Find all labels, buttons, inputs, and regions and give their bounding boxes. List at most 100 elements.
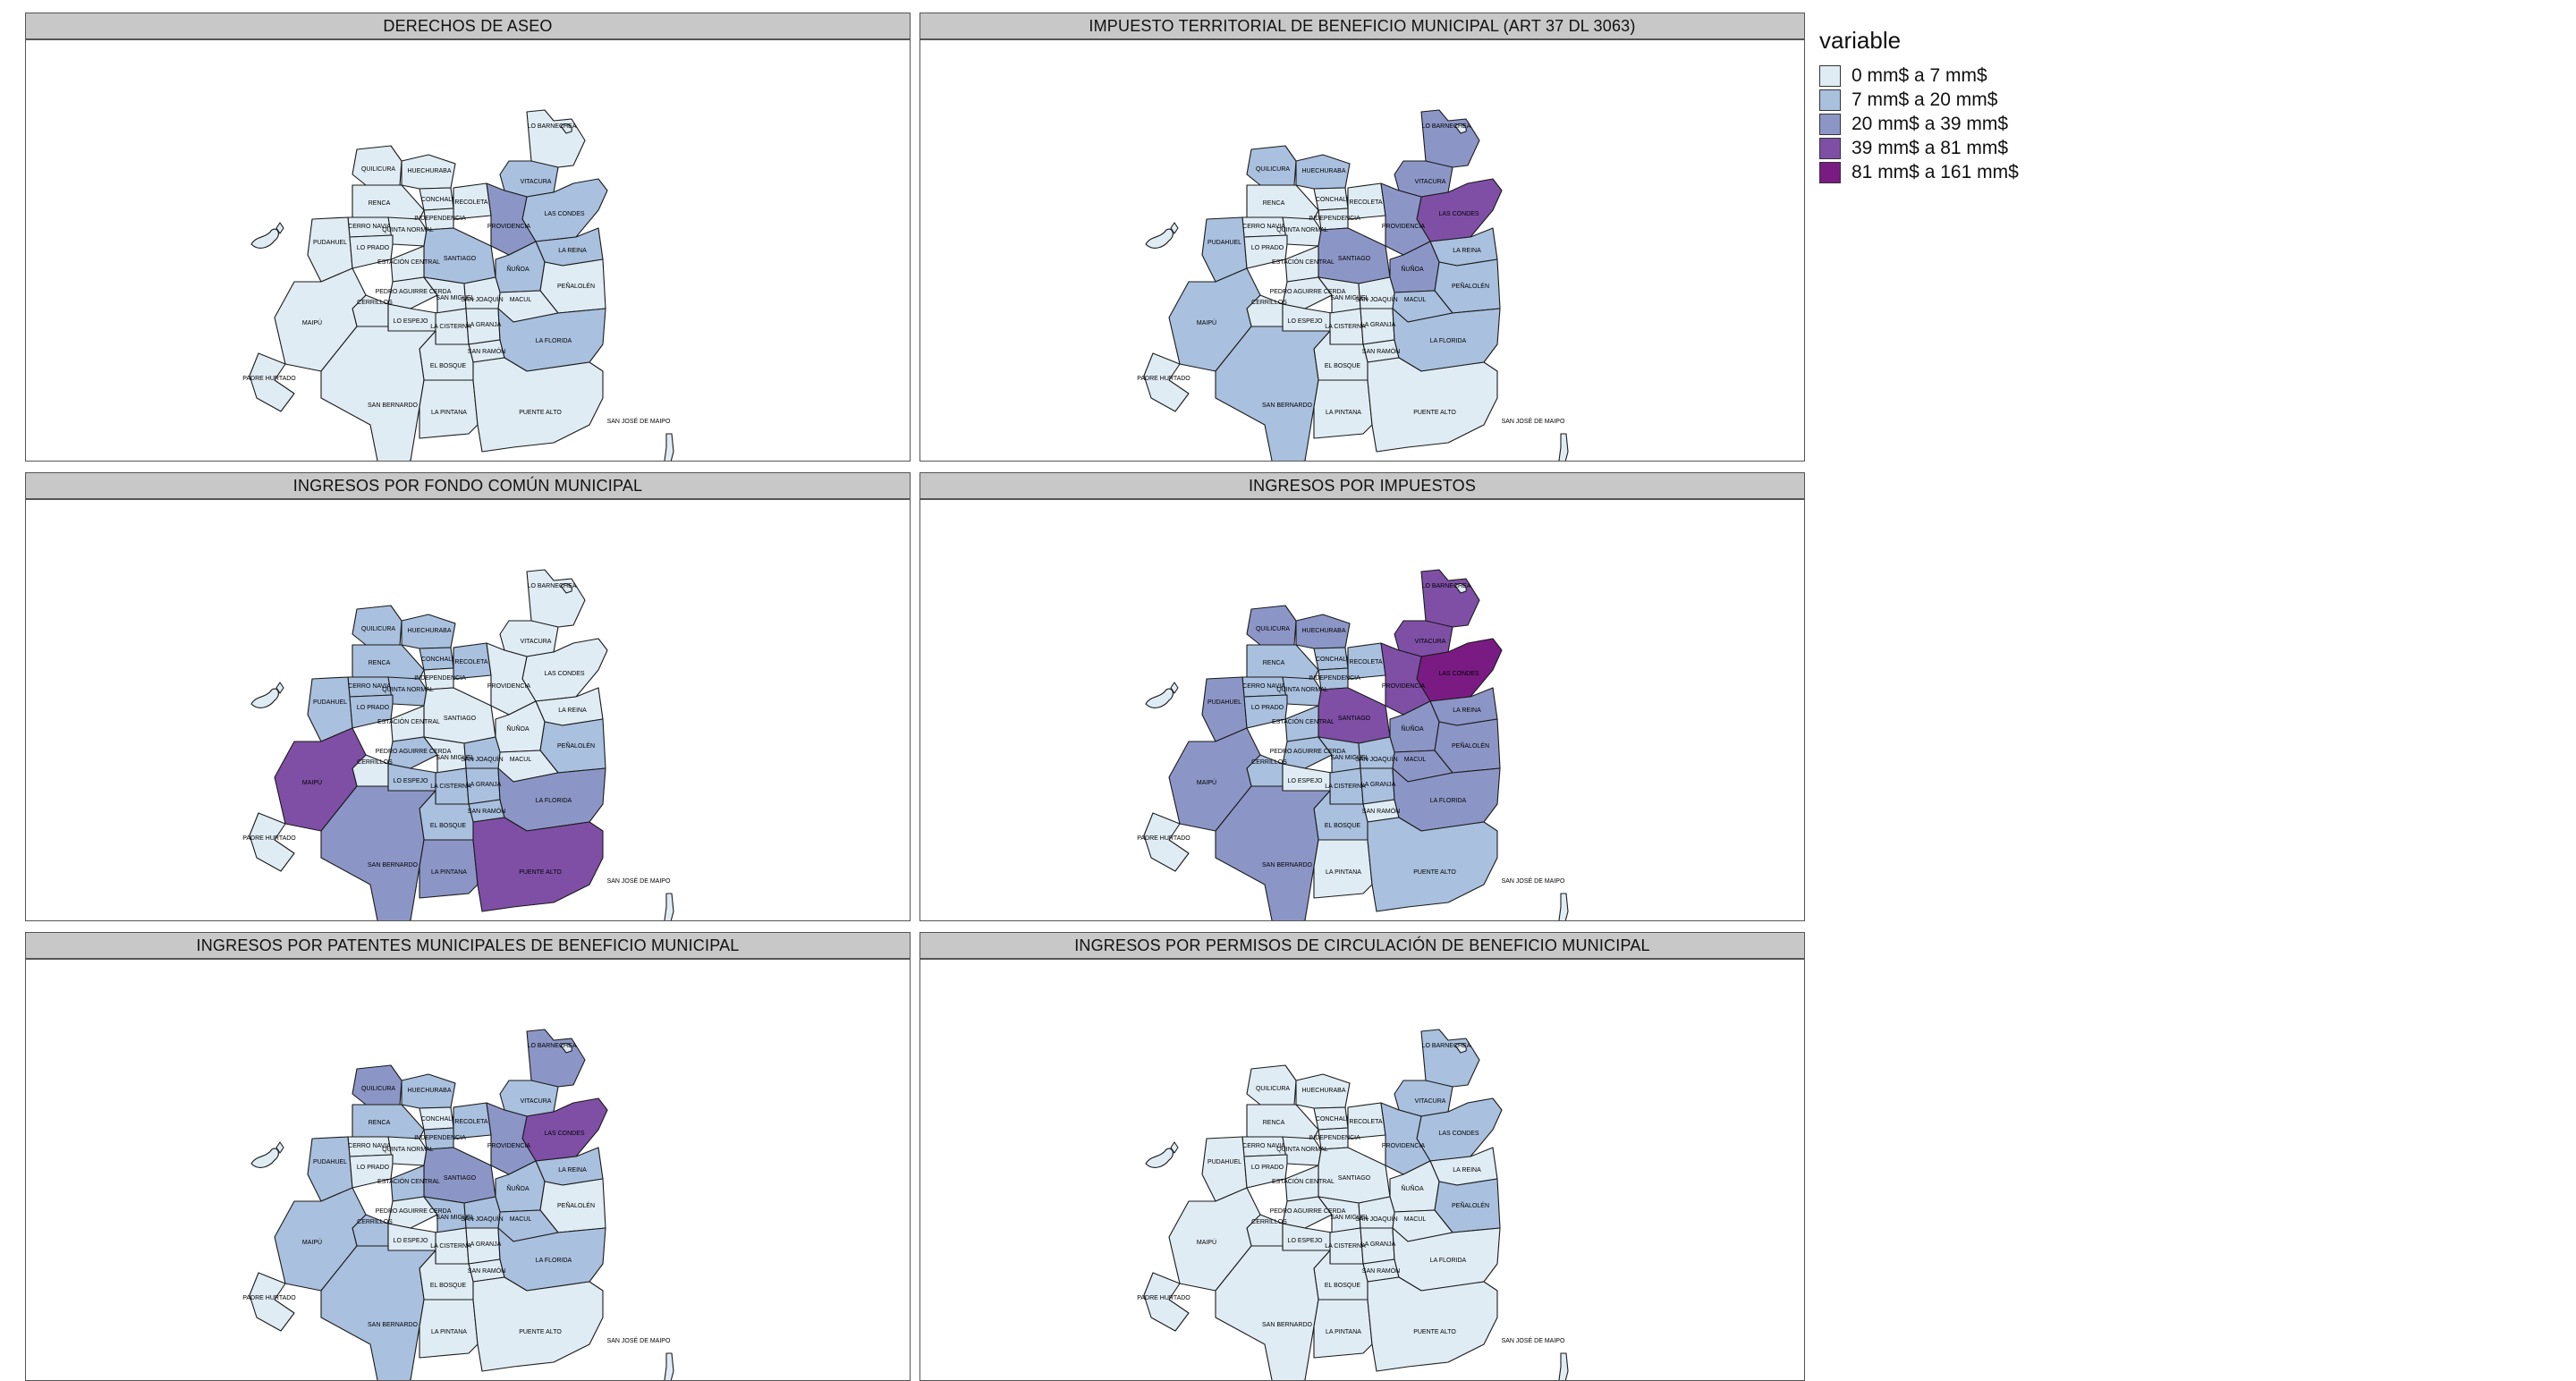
commune-label-san-miguel: SAN MIGUEL (1330, 1215, 1368, 1221)
commune-san-joaquin (1358, 1196, 1395, 1229)
commune-lo-barnechea (1420, 569, 1480, 628)
commune-label-san-ramon: SAN RAMÓN (468, 1267, 505, 1275)
commune-label-lo-barnechea: LO BARNECHEA (1422, 1043, 1471, 1049)
commune-label-san-bernardo: SAN BERNARDO (368, 1322, 419, 1328)
map-outline-fragment (1145, 228, 1174, 249)
commune-label-conchali: CONCHALÍ (1316, 655, 1348, 663)
commune-label-independencia: INDEPENDENCIA (1309, 216, 1360, 222)
commune-quilicura (1246, 605, 1297, 646)
commune-label-san-ramon: SAN RAMÓN (1362, 1267, 1400, 1275)
commune-label-la-pintana: LA PINTANA (1326, 410, 1361, 416)
commune-label-providencia: PROVIDENCIA (487, 683, 531, 690)
legend-label: 7 mm$ a 20 mm$ (1852, 89, 1998, 110)
commune-label-la-granja: LA GRANJA (1361, 1241, 1396, 1248)
commune-renca (352, 644, 425, 680)
legend-swatch (1819, 113, 1841, 135)
map-outline-fragment (560, 1043, 572, 1054)
commune-label-lo-espejo: LO ESPEJO (394, 1238, 428, 1244)
commune-label-pedro-aguirre-cerda: PEDRO AGUIRRE CERDA (1270, 749, 1346, 755)
commune-label-pedro-aguirre-cerda: PEDRO AGUIRRE CERDA (1270, 1208, 1346, 1215)
commune-label-penalolen: PEÑALOLÉN (557, 741, 595, 750)
commune-padre-hurtado (249, 352, 295, 412)
commune-lo-prado (1243, 234, 1288, 269)
commune-la-florida (497, 767, 606, 832)
commune-pedro-aguirre-cerda (1282, 1196, 1333, 1229)
commune-label-la-granja: LA GRANJA (467, 782, 502, 788)
commune-label-estacion-central: ESTACIÓN CENTRAL (377, 717, 440, 725)
commune-pedro-aguirre-cerda (387, 736, 438, 769)
commune-label-providencia: PROVIDENCIA (487, 1143, 531, 1149)
panel-title: IMPUESTO TERRITORIAL DE BENEFICIO MUNICI… (919, 13, 1805, 39)
commune-label-estacion-central: ESTACIÓN CENTRAL (1272, 258, 1335, 266)
commune-label-vitacura: VITACURA (521, 1098, 552, 1105)
commune-label-san-bernardo: SAN BERNARDO (1262, 1322, 1313, 1328)
commune-label-el-bosque: EL BOSQUE (1325, 363, 1361, 369)
commune-label-pedro-aguirre-cerda: PEDRO AGUIRRE CERDA (376, 749, 452, 755)
commune-lo-prado (349, 234, 394, 269)
commune-label-san-miguel: SAN MIGUEL (436, 295, 474, 301)
commune-label-padre-hurtado: PADRE HURTADO (1137, 376, 1191, 382)
commune-puente-alto (1367, 357, 1498, 453)
map-outline-fragment (664, 893, 674, 920)
map-outline-fragment (275, 682, 284, 694)
commune-label-estacion-central: ESTACIÓN CENTRAL (1272, 1177, 1335, 1185)
commune-label-estacion-central: ESTACIÓN CENTRAL (1272, 717, 1335, 725)
commune-lo-prado (349, 1154, 394, 1189)
commune-map: LO BARNECHEA QUILICURA HUECHURABA CONCHALÍ V… (242, 109, 674, 461)
commune-label-padre-hurtado: PADRE HURTADO (1137, 1295, 1191, 1301)
commune-label-pudahuel: PUDAHUEL (1208, 240, 1241, 246)
commune-label-santiago: SANTIAGO (1338, 716, 1371, 722)
map-outline-fragment (664, 1352, 674, 1380)
commune-label-renca: RENCA (369, 660, 391, 666)
map-panel-2: IMPUESTO TERRITORIAL DE BENEFICIO MUNICI… (919, 13, 1805, 462)
commune-label-san-ramon: SAN RAMÓN (468, 347, 505, 355)
commune-maipu (274, 267, 367, 372)
commune-label-la-cisterna: LA CISTERNA (430, 784, 471, 790)
legend: variable 0 mm$ a 7 mm$ 7 mm$ a 20 mm$ 20 m… (1819, 27, 2019, 184)
commune-label-pudahuel: PUDAHUEL (1208, 1159, 1241, 1165)
commune-lo-barnechea (1420, 1029, 1480, 1088)
panel-title: INGRESOS POR FONDO COMÚN MUNICIPAL (25, 472, 911, 499)
commune-label-estacion-central: ESTACIÓN CENTRAL (377, 1177, 440, 1185)
commune-label-quinta-normal: QUINTA NORMAL (1276, 1147, 1328, 1153)
commune-label-providencia: PROVIDENCIA (487, 224, 531, 230)
commune-label-santiago: SANTIAGO (444, 716, 477, 722)
commune-lo-barnechea (526, 569, 586, 628)
commune-lo-prado (349, 694, 394, 729)
commune-label-el-bosque: EL BOSQUE (1325, 1283, 1361, 1289)
commune-label-nunoa: ÑUÑOA (1401, 265, 1424, 273)
commune-label-nunoa: ÑUÑOA (506, 265, 530, 273)
commune-label-lo-espejo: LO ESPEJO (1288, 778, 1323, 784)
map-outline-fragment (275, 1141, 284, 1154)
commune-map: LO BARNECHEA QUILICURA HUECHURABA CONCHALÍ V… (242, 569, 674, 920)
commune-label-lo-barnechea: LO BARNECHEA (1422, 583, 1471, 589)
legend-label: 0 mm$ a 7 mm$ (1852, 64, 1987, 86)
commune-maipu (1168, 727, 1261, 832)
commune-label-padre-hurtado: PADRE HURTADO (242, 1295, 296, 1301)
commune-la-florida (497, 1227, 606, 1292)
commune-label-san-bernardo: SAN BERNARDO (1262, 862, 1313, 868)
map-panel-5: INGRESOS POR PATENTES MUNICIPALES DE BEN… (25, 932, 911, 1381)
map-outline-fragment (1170, 682, 1179, 694)
commune-label-vitacura: VITACURA (1415, 1098, 1446, 1105)
commune-label-penalolen: PEÑALOLÉN (557, 282, 595, 290)
commune-label-cerro-navia: CERRO NAVIA (348, 224, 391, 230)
commune-label-santiago: SANTIAGO (1338, 1175, 1371, 1182)
legend-item: 20 mm$ a 39 mm$ (1819, 112, 2019, 136)
commune-label-san-jose-de-maipo: SAN JOSÉ DE MAIPO (607, 877, 671, 885)
commune-pedro-aguirre-cerda (387, 1196, 438, 1229)
map-outline-fragment (1454, 583, 1467, 594)
commune-label-lo-barnechea: LO BARNECHEA (528, 123, 577, 130)
map-panel-4: INGRESOS POR IMPUESTOS LO BARNECHEA QUILIC… (919, 472, 1805, 921)
commune-quilicura (1246, 145, 1297, 186)
commune-label-maipu: MAIPÚ (302, 318, 322, 326)
commune-map: LO BARNECHEA QUILICURA HUECHURABA CONCHALÍ V… (1137, 569, 1569, 920)
legend-item: 0 mm$ a 7 mm$ (1819, 64, 2019, 88)
commune-label-independencia: INDEPENDENCIA (414, 216, 466, 222)
commune-label-la-reina: LA REINA (1453, 248, 1481, 254)
commune-label-cerrillos: CERRILLOS (357, 300, 393, 306)
commune-label-recoleta: RECOLETA (1349, 1119, 1383, 1125)
commune-label-la-granja: LA GRANJA (1361, 782, 1396, 788)
commune-padre-hurtado (1143, 352, 1190, 412)
commune-label-la-reina: LA REINA (1453, 1167, 1481, 1173)
